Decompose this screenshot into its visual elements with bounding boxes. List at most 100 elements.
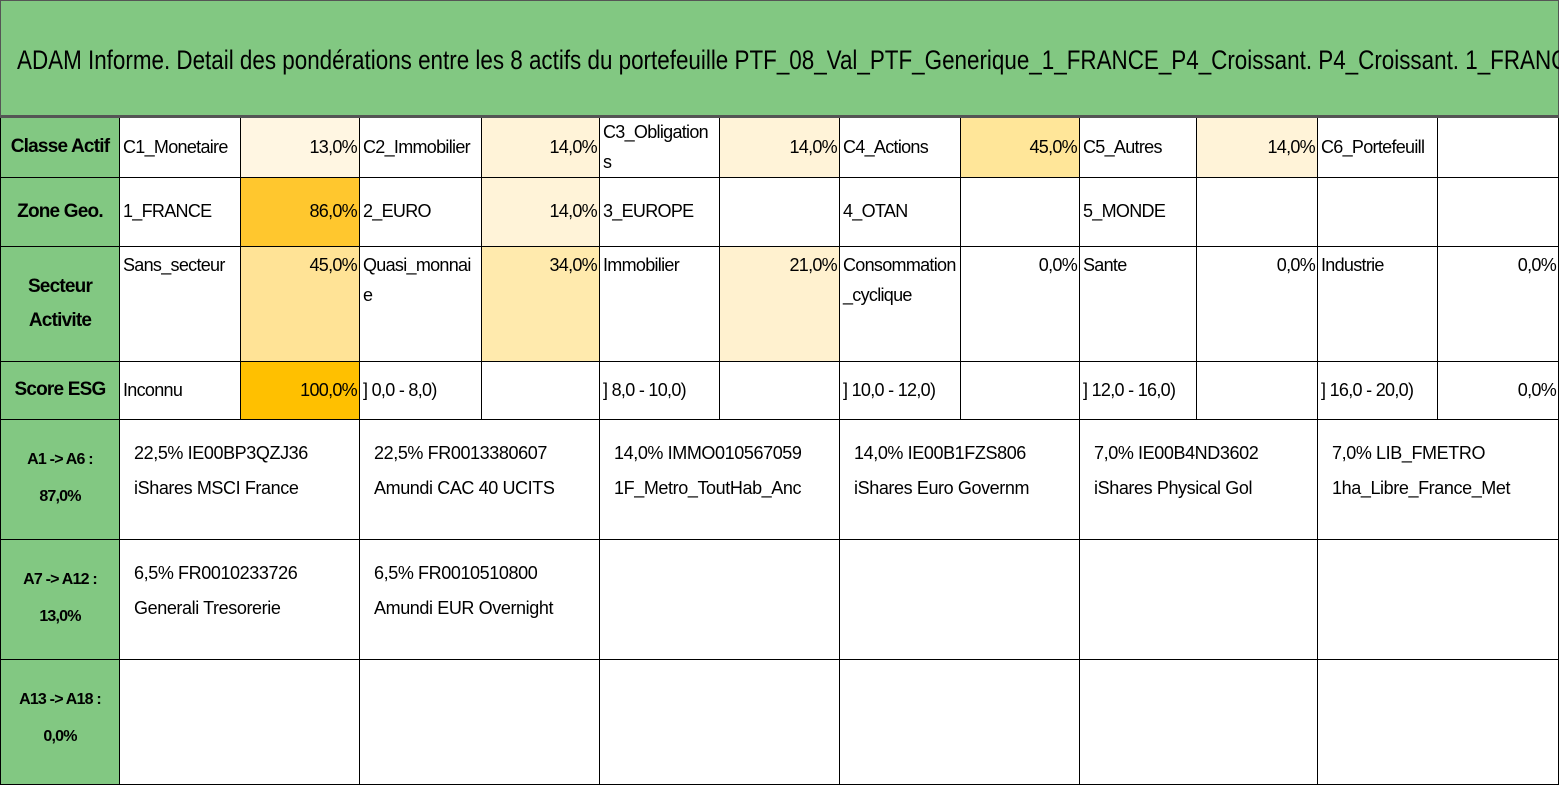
cell-name: Sante <box>1080 247 1197 362</box>
name: 1_FRANCE <box>123 201 212 222</box>
asset-cell: 7,0% IE00B4ND3602 iShares Physical Gol <box>1080 420 1318 540</box>
cell-weight: 0,0% <box>961 247 1080 362</box>
total: 87,0% <box>39 487 81 505</box>
weight: 0,0% <box>1517 379 1557 400</box>
range: A1 -> A6 : <box>27 451 93 468</box>
asset-name: 1F_Metro_ToutHab_Anc <box>614 478 802 499</box>
weight: 14,0% <box>789 136 837 157</box>
name: Immobilier <box>603 255 680 275</box>
name: Sans_secteur <box>123 255 225 275</box>
asset-cell <box>1318 540 1559 660</box>
weight: 34,0% <box>549 255 597 275</box>
asset-name: iShares MSCI France <box>134 478 299 499</box>
cell-weight <box>482 362 600 420</box>
asset-name: iShares Physical Gol <box>1094 478 1253 499</box>
weight: 100,0% <box>300 379 358 400</box>
weight: 45,0% <box>1029 136 1077 157</box>
name: 4_OTAN <box>843 201 908 222</box>
cell-weight: 14,0% <box>720 118 840 178</box>
weight: 21,0% <box>789 255 837 275</box>
name: C4_Actions <box>843 136 929 157</box>
asset-id: 14,0% IMMO010567059 <box>614 443 802 463</box>
asset-name: Amundi EUR Overnight <box>374 598 554 619</box>
cell-name: Inconnu <box>120 362 241 420</box>
asset-id: 6,5% FR0010510800 <box>374 563 538 583</box>
name: C5_Autres <box>1083 136 1162 157</box>
cell-name: ] 0,0 - 8,0) <box>360 362 482 420</box>
asset-cell: 14,0% IMMO010567059 1F_Metro_ToutHab_Anc <box>600 420 840 540</box>
cell-weight: 0,0% <box>1438 247 1559 362</box>
name: Inconnu <box>123 379 183 400</box>
weight: 0,0% <box>1038 255 1078 275</box>
title-bar: ADAM Informe. Detail des pondérations en… <box>0 0 1559 118</box>
name: C1_Monetaire <box>123 136 228 157</box>
cell-name: ] 16,0 - 20,0) <box>1318 362 1438 420</box>
row-label: Score ESG <box>0 362 120 420</box>
cell-weight <box>720 178 840 247</box>
cell-weight: 86,0% <box>241 178 360 247</box>
cell-weight <box>720 362 840 420</box>
name: ] 8,0 - 10,0) <box>603 379 687 400</box>
asset-name: Generali Tresorerie <box>134 598 281 619</box>
cell-name: Sans_secteur <box>120 247 241 362</box>
row-label: Classe Actif <box>0 118 120 178</box>
cell-name: ] 8,0 - 10,0) <box>600 362 720 420</box>
name: ] 0,0 - 8,0) <box>363 379 437 400</box>
cell-weight: 14,0% <box>1197 118 1318 178</box>
asset-name: 1ha_Libre_France_Met <box>1332 478 1511 499</box>
name: C3_Obligations <box>603 121 709 172</box>
asset-cell <box>840 540 1080 660</box>
weight: 13,0% <box>309 136 357 157</box>
cell-weight <box>1197 178 1318 247</box>
cell-name: Quasi_monnaie <box>360 247 482 362</box>
asset-row-label: A7 -> A12 : 13,0% <box>0 540 120 660</box>
cell-name: ] 10,0 - 12,0) <box>840 362 961 420</box>
cell-weight <box>961 178 1080 247</box>
cell-name: Consommation_cyclique <box>840 247 961 362</box>
name: 5_MONDE <box>1083 201 1166 222</box>
total: 0,0% <box>43 727 77 745</box>
asset-row-label: A13 -> A18 : 0,0% <box>0 660 120 785</box>
cell-weight: 0,0% <box>1438 362 1559 420</box>
cell-name: Immobilier <box>600 247 720 362</box>
title: ADAM Informe. Detail des pondérations en… <box>17 45 1559 75</box>
cell-name: C2_Immobilier <box>360 118 482 178</box>
range: A13 -> A18 : <box>19 691 102 708</box>
asset-id: 22,5% IE00BP3QZJ36 <box>134 443 308 463</box>
asset-id: 7,0% LIB_FMETRO <box>1332 443 1486 463</box>
cell-name: C6_Portefeuill <box>1318 118 1438 178</box>
asset-cell <box>840 660 1080 785</box>
asset-cell <box>1318 660 1559 785</box>
cell-name: 4_OTAN <box>840 178 961 247</box>
asset-cell: 6,5% FR0010233726 Generali Tresorerie <box>120 540 360 660</box>
name: Consommation_cyclique <box>843 255 956 305</box>
weight: 14,0% <box>549 201 597 222</box>
cell-weight: 34,0% <box>482 247 600 362</box>
asset-cell <box>600 660 840 785</box>
row-label: Zone Geo. <box>0 178 120 247</box>
row-label: Secteur Activite <box>0 247 120 362</box>
cell-weight: 45,0% <box>241 247 360 362</box>
asset-cell: 6,5% FR0010510800 Amundi EUR Overnight <box>360 540 600 660</box>
cell-weight: 13,0% <box>241 118 360 178</box>
asset-cell: 22,5% FR0013380607 Amundi CAC 40 UCITS <box>360 420 600 540</box>
cell-weight: 14,0% <box>482 178 600 247</box>
asset-cell: 14,0% IE00B1FZS806 iShares Euro Governm <box>840 420 1080 540</box>
cell-weight: 14,0% <box>482 118 600 178</box>
cell-weight <box>1197 362 1318 420</box>
range: A7 -> A12 : <box>23 571 98 588</box>
name: Quasi_monnaie <box>363 255 471 305</box>
name: Sante <box>1083 255 1127 275</box>
name: ] 12,0 - 16,0) <box>1083 379 1176 400</box>
asset-id: 7,0% IE00B4ND3602 <box>1094 443 1259 463</box>
name: ] 16,0 - 20,0) <box>1321 379 1414 400</box>
asset-id: 14,0% IE00B1FZS806 <box>854 443 1026 463</box>
asset-cell: 22,5% IE00BP3QZJ36 iShares MSCI France <box>120 420 360 540</box>
name: C2_Immobilier <box>363 136 471 157</box>
weight: 86,0% <box>309 201 357 222</box>
asset-cell <box>120 660 360 785</box>
weight: 0,0% <box>1517 255 1557 275</box>
name: ] 10,0 - 12,0) <box>843 379 936 400</box>
cell-weight <box>961 362 1080 420</box>
